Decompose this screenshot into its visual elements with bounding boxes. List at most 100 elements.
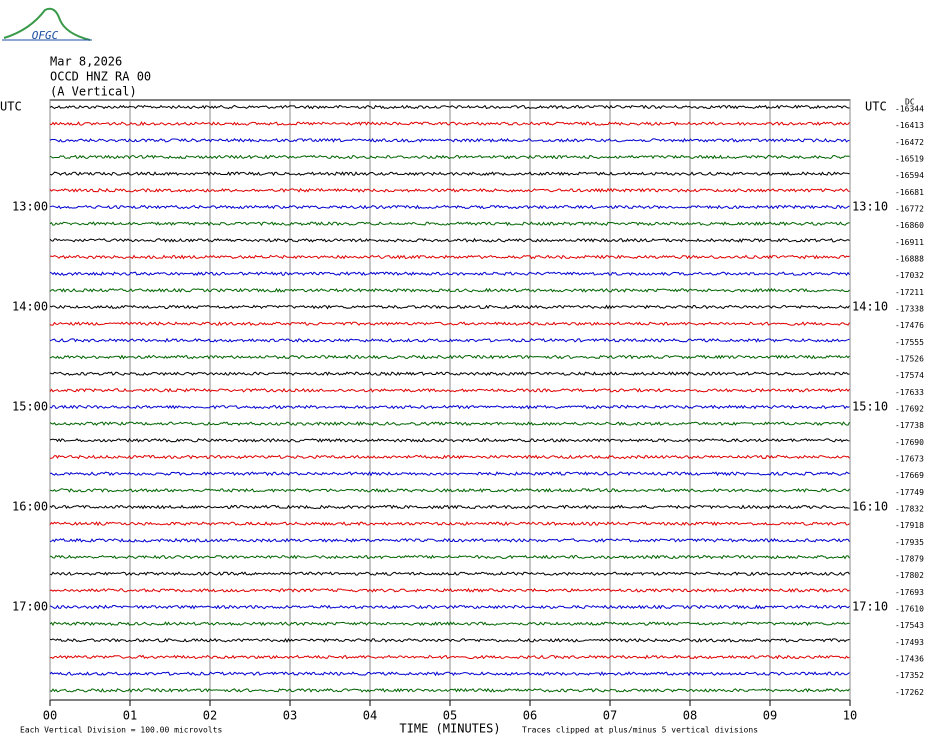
x-tick-label: 05 [443, 709, 457, 723]
right-time-label: 17:10 [852, 600, 888, 614]
trace [49, 437, 850, 443]
dc-value: -17476 [895, 321, 924, 330]
trace [49, 204, 850, 210]
logo-text: OFGC [32, 29, 59, 42]
title: OCCD HNZ RA 00 [50, 70, 151, 84]
trace [49, 304, 850, 310]
trace [49, 587, 850, 593]
dc-value: -16681 [895, 188, 924, 197]
dc-value: -17211 [895, 288, 924, 297]
x-tick-label: 01 [123, 709, 137, 723]
right-time-label: UTC [865, 100, 887, 114]
left-time-label: 13:00 [12, 200, 48, 214]
trace [49, 537, 850, 543]
right-time-label: 14:10 [852, 300, 888, 314]
dc-value: -17690 [895, 438, 924, 447]
dc-value: -17352 [895, 671, 924, 680]
x-tick-label: 02 [203, 709, 217, 723]
trace [49, 287, 850, 293]
left-time-label: 17:00 [12, 600, 48, 614]
dc-value: -17669 [895, 471, 924, 480]
trace [49, 187, 850, 193]
trace [49, 154, 850, 160]
trace [49, 271, 850, 276]
dc-value: -16772 [895, 205, 924, 214]
dc-value: -17032 [895, 271, 924, 280]
dc-value: -17574 [895, 371, 924, 380]
trace [49, 171, 850, 177]
trace [49, 621, 850, 627]
trace [49, 471, 850, 477]
dc-value: -17493 [895, 638, 924, 647]
x-tick-label: 03 [283, 709, 297, 723]
dc-label: DC [905, 98, 915, 107]
dc-value: -16344 [895, 105, 924, 114]
x-tick-label: 09 [763, 709, 777, 723]
dc-value: -17738 [895, 421, 924, 430]
title: Mar 8,2026 [50, 55, 122, 69]
footer-right: Traces clipped at plus/minus 5 vertical … [522, 726, 758, 735]
x-axis-label: TIME (MINUTES) [399, 722, 500, 736]
dc-value: -17693 [895, 588, 924, 597]
dc-value: -16911 [895, 238, 924, 247]
left-time-label: 14:00 [12, 300, 48, 314]
footer-left: Each Vertical Division = 100.00 microvol… [20, 726, 222, 735]
dc-value: -17262 [895, 688, 924, 697]
trace [49, 121, 850, 127]
dc-value: -16888 [895, 255, 924, 264]
trace [49, 687, 850, 693]
trace [49, 421, 850, 427]
title: (A Vertical) [50, 85, 137, 99]
trace [49, 321, 850, 327]
trace [49, 554, 850, 560]
trace [49, 337, 850, 343]
x-tick-label: 06 [523, 709, 537, 723]
trace [49, 104, 850, 110]
dc-value: -17802 [895, 571, 924, 580]
trace [49, 654, 850, 660]
dc-value: -17543 [895, 621, 924, 630]
left-time-label: 16:00 [12, 500, 48, 514]
dc-value: -17692 [895, 405, 924, 414]
x-tick-label: 04 [363, 709, 377, 723]
trace [49, 387, 850, 393]
trace [49, 521, 850, 527]
dc-value: -17526 [895, 355, 924, 364]
logo-swoosh [3, 7, 91, 41]
dc-value: -17436 [895, 655, 924, 664]
trace [49, 221, 850, 227]
dc-value: -17879 [895, 555, 924, 564]
dc-value: -17338 [895, 305, 924, 314]
trace [49, 487, 850, 493]
right-time-label: 13:10 [852, 200, 888, 214]
trace [49, 404, 850, 410]
trace [49, 237, 850, 243]
dc-value: -17610 [895, 605, 924, 614]
dc-value: -16519 [895, 155, 924, 164]
trace [49, 571, 850, 576]
trace [49, 604, 850, 610]
trace [49, 254, 850, 260]
right-time-label: 16:10 [852, 500, 888, 514]
trace [49, 354, 850, 360]
trace [49, 671, 850, 677]
x-tick-label: 10 [843, 709, 857, 723]
dc-value: -17555 [895, 338, 924, 347]
x-tick-label: 00 [43, 709, 57, 723]
dc-value: -17935 [895, 538, 924, 547]
trace [49, 637, 850, 643]
dc-value: -16594 [895, 171, 924, 180]
dc-value: -17832 [895, 505, 924, 514]
left-time-label: 15:00 [12, 400, 48, 414]
left-time-label: UTC [0, 100, 22, 114]
dc-value: -17633 [895, 388, 924, 397]
dc-value: -17673 [895, 455, 924, 464]
right-time-label: 15:10 [852, 400, 888, 414]
dc-value: -17749 [895, 488, 924, 497]
x-tick-label: 08 [683, 709, 697, 723]
dc-value: -16413 [895, 121, 924, 130]
dc-value: -16472 [895, 138, 924, 147]
trace [49, 137, 850, 143]
trace [49, 371, 850, 377]
